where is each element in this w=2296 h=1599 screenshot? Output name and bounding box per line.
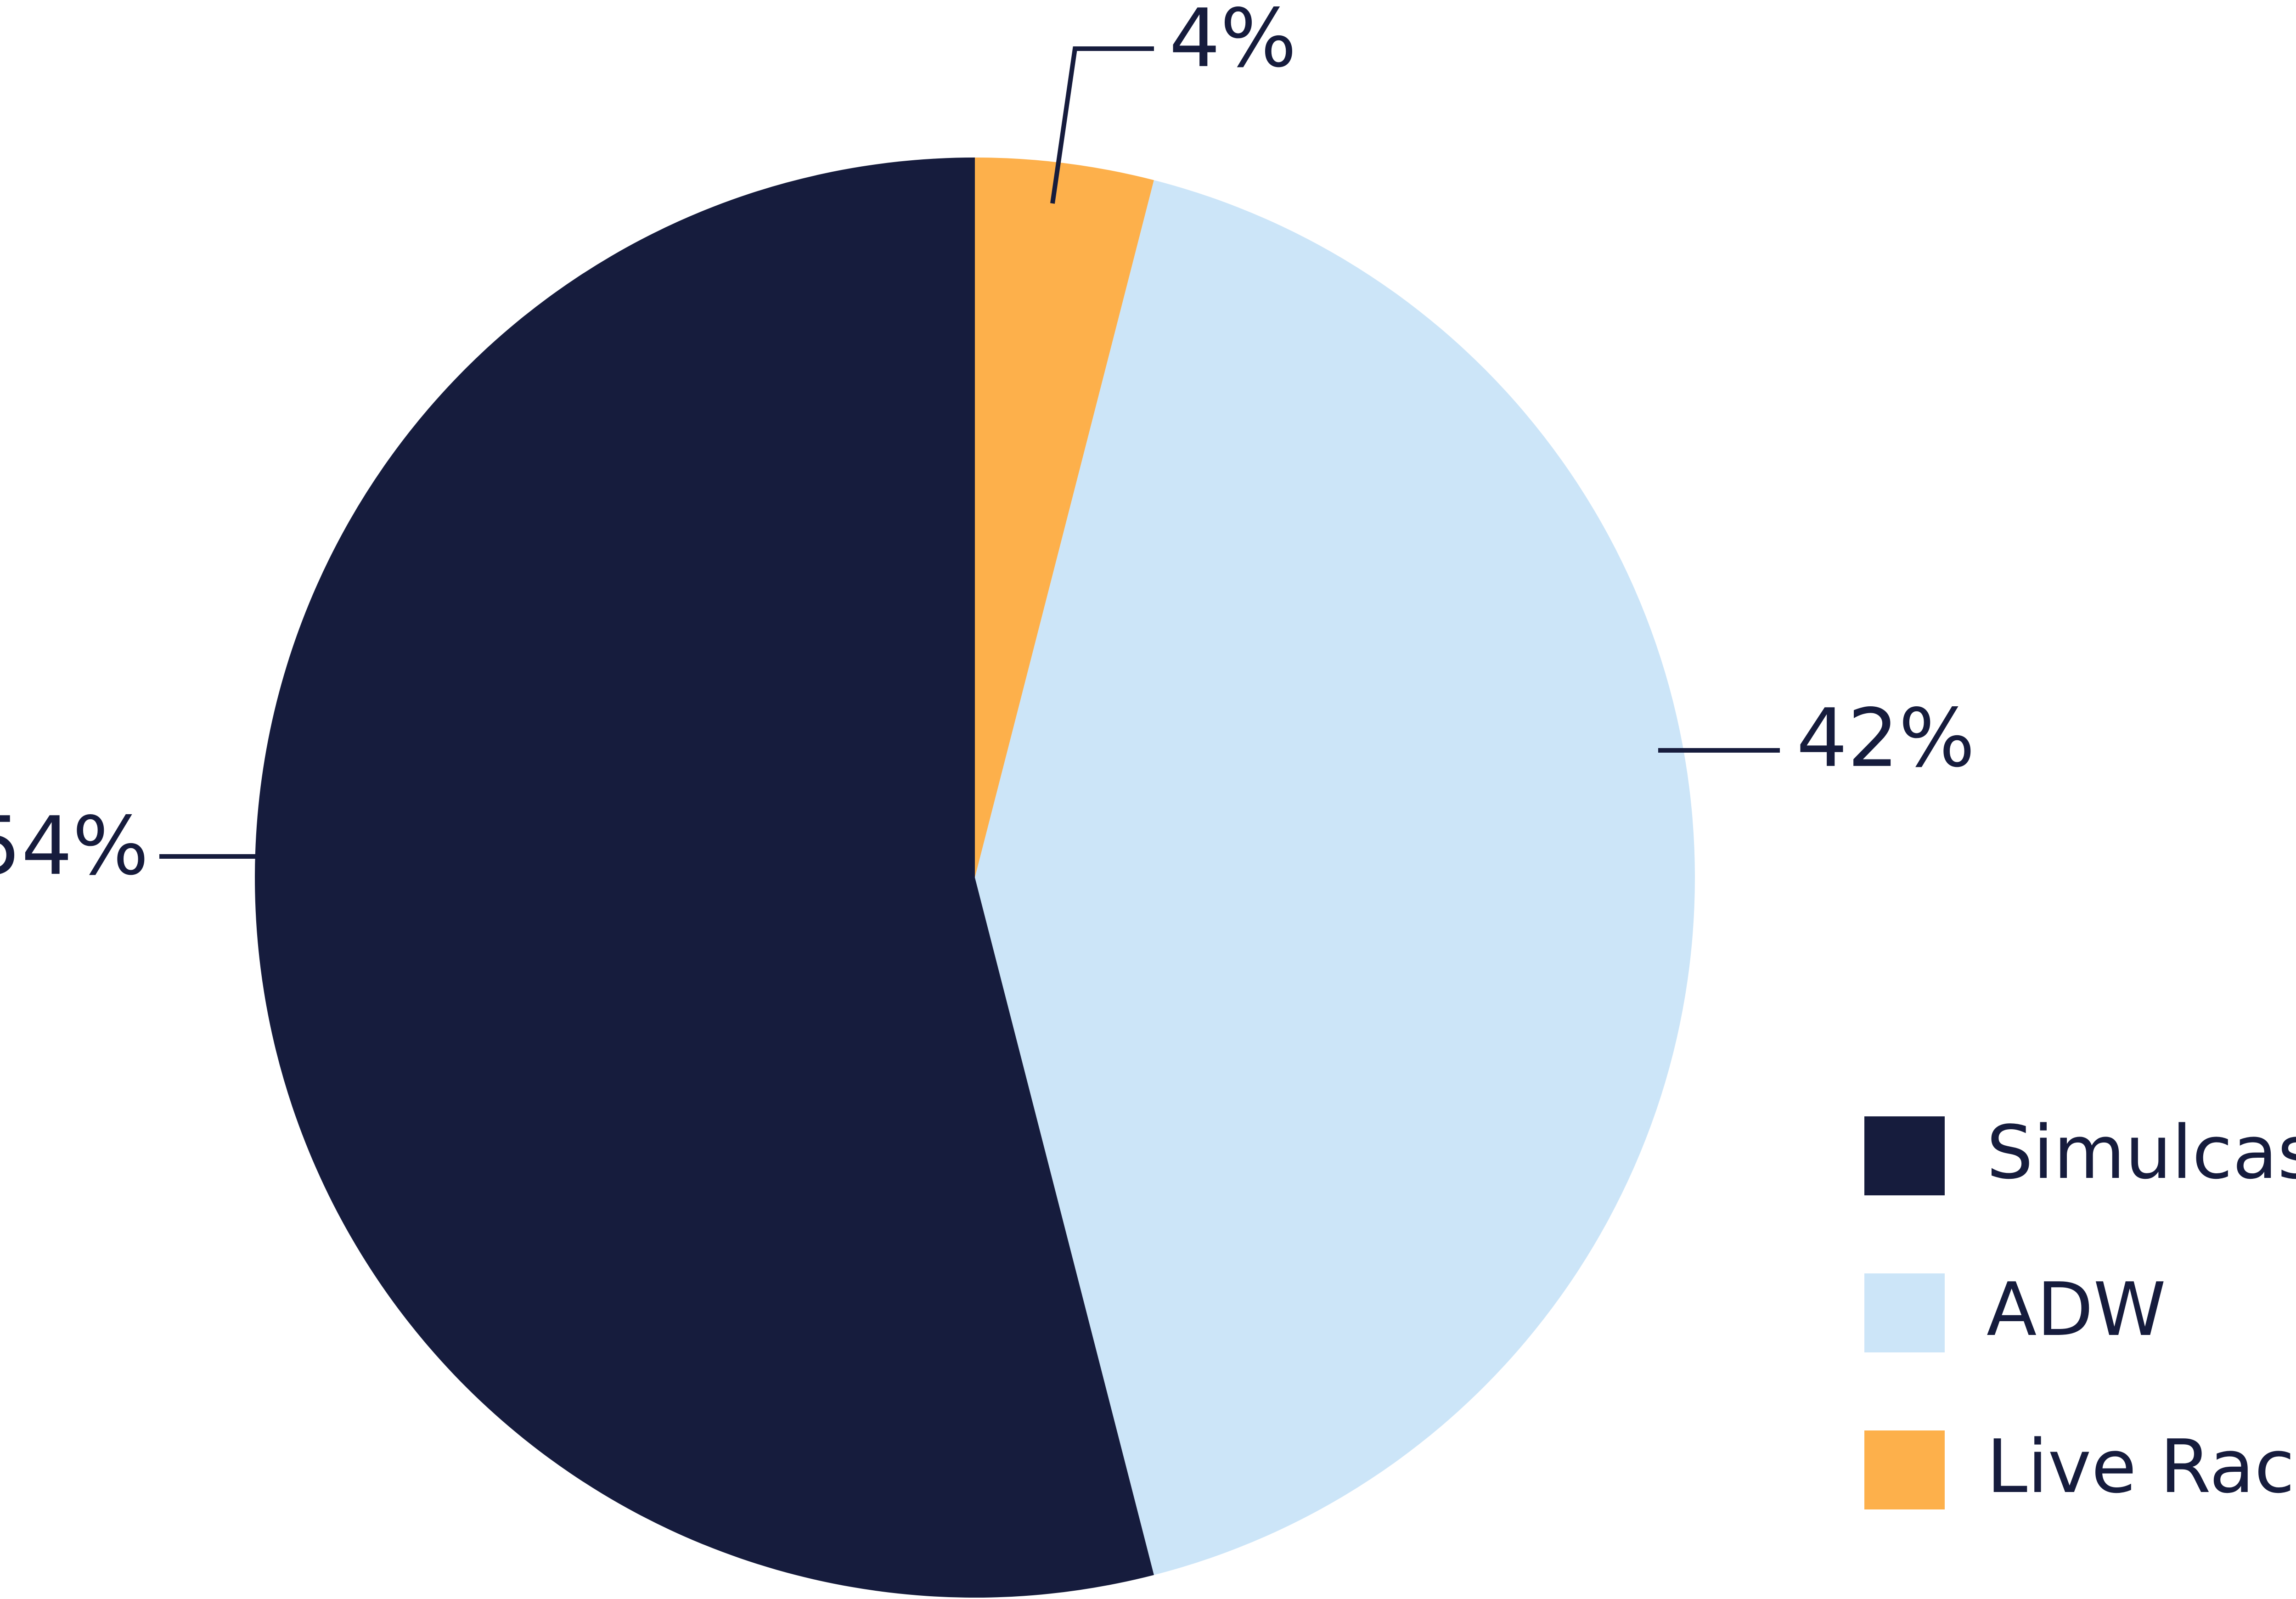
legend-label: Live Racing — [1986, 1424, 2296, 1509]
legend-swatch — [1864, 1116, 1945, 1195]
value-label: 54% — [0, 800, 149, 893]
value-label: 42% — [1796, 692, 1975, 785]
pie-slice — [975, 158, 1154, 878]
legend-label: ADW — [1986, 1267, 2166, 1352]
legend-swatch — [1864, 1273, 1945, 1352]
pie-slice — [975, 180, 1695, 1575]
legend-label: Simulcast — [1986, 1109, 2296, 1195]
pie-slice — [254, 158, 1154, 1598]
legend-swatch — [1864, 1430, 1945, 1509]
value-label: 4% — [1169, 0, 1297, 85]
leader-line — [1050, 46, 1154, 204]
